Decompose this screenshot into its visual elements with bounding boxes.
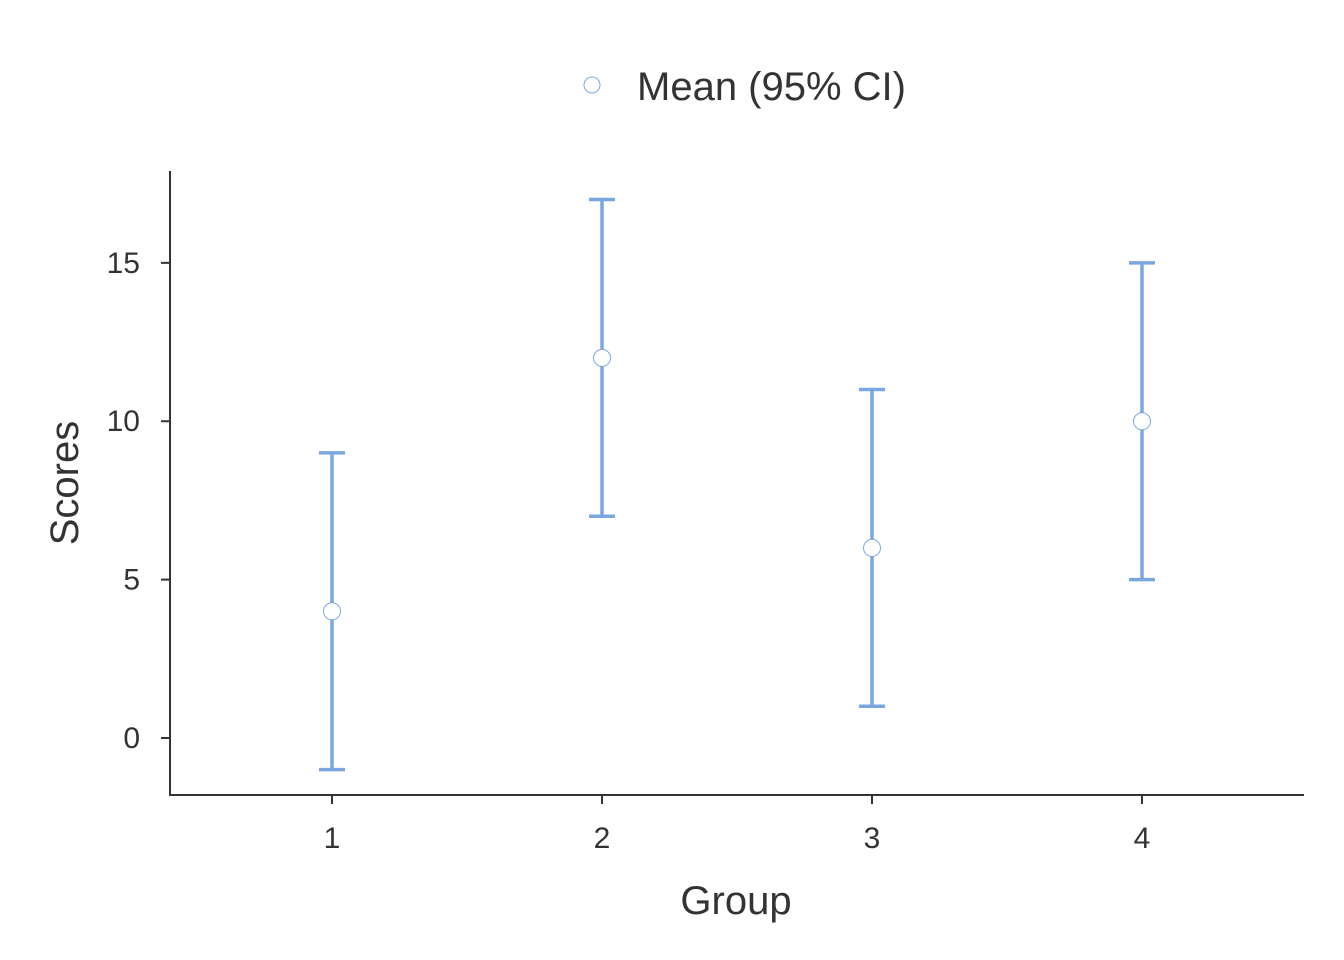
legend: Mean (95% CI) bbox=[583, 65, 906, 109]
mean-point bbox=[863, 538, 881, 557]
axes bbox=[169, 171, 1304, 796]
errorbar-group-3 bbox=[859, 387, 885, 709]
errorbar-group-2 bbox=[589, 197, 615, 519]
x-tick-label: 1 bbox=[324, 822, 341, 855]
y-axis-ticks: 0 5 10 15 bbox=[107, 247, 170, 755]
x-axis-title: Group bbox=[680, 879, 791, 923]
y-axis-title: Scores bbox=[43, 421, 87, 546]
mean-point bbox=[593, 348, 611, 367]
errorbar-group-1 bbox=[319, 451, 345, 772]
y-tick-label: 15 bbox=[107, 247, 140, 280]
legend-label: Mean (95% CI) bbox=[637, 65, 906, 109]
x-axis-ticks: 1 2 3 4 bbox=[324, 795, 1151, 855]
errorbar-group-4 bbox=[1129, 261, 1155, 582]
y-tick-label: 0 bbox=[123, 722, 140, 755]
mean-point bbox=[1133, 412, 1151, 431]
mean-point bbox=[323, 602, 341, 621]
legend-marker-icon bbox=[583, 76, 601, 94]
x-tick-label: 3 bbox=[864, 822, 881, 855]
data-marks bbox=[319, 197, 1155, 772]
y-tick-label: 10 bbox=[107, 405, 140, 438]
x-tick-label: 4 bbox=[1134, 822, 1151, 855]
x-tick-label: 2 bbox=[594, 822, 611, 855]
y-tick-label: 5 bbox=[123, 564, 140, 597]
